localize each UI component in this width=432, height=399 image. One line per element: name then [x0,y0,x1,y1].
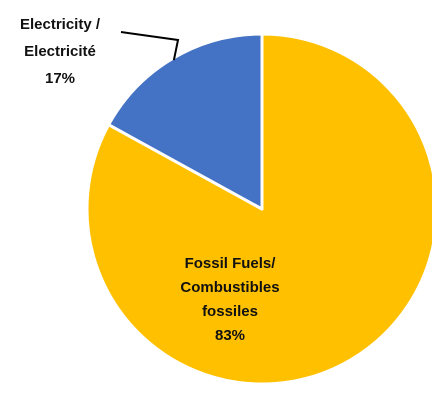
slice-label-0: Fossil Fuels/Combustibles fossiles 83% [180,255,279,344]
slice-label-0-line-3: 83% [215,327,245,344]
slice-label-0-line-0: Fossil Fuels/ [185,255,277,272]
electricity-leader-line [120,31,180,61]
pie-labels: Fossil Fuels/Combustibles fossiles 83% Elec… [20,16,280,344]
slice-label-0-line-2: fossiles [202,303,258,320]
pie-slices [85,32,432,386]
slice-label-1: Electricity / Electricité 17% [20,16,101,87]
slice-label-1-line-2: 17% [45,70,75,87]
slice-label-1-line-1: Electricité [24,43,96,60]
slice-label-0-line-1: Combustibles [180,279,279,296]
slice-label-1-line-0: Electricity / [20,16,101,33]
pie-slice-1 [107,32,264,211]
